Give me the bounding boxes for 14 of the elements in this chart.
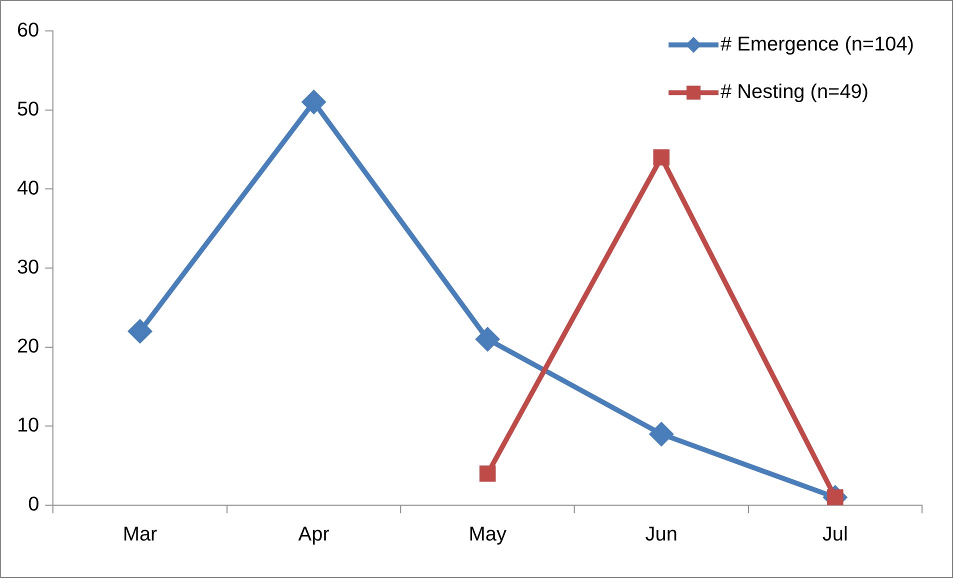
legend-label: # Nesting (n=49): [720, 81, 869, 104]
y-tick-label: 10: [16, 414, 40, 437]
x-tick-label: Apr: [298, 524, 330, 546]
x-tick-label: May: [468, 524, 506, 546]
y-tick-label: 60: [16, 19, 40, 42]
x-tick-label: Mar: [122, 524, 158, 546]
legend-label: # Emergence (n=104): [720, 33, 914, 56]
y-tick-label: 0: [28, 494, 40, 516]
x-tick-label: Jul: [822, 524, 848, 546]
y-tick-label: 50: [16, 98, 40, 120]
y-tick-label: 20: [16, 336, 40, 358]
y-tick-label: 30: [16, 256, 40, 279]
x-tick-label: Jun: [645, 524, 678, 546]
y-tick-label: 40: [16, 178, 40, 200]
